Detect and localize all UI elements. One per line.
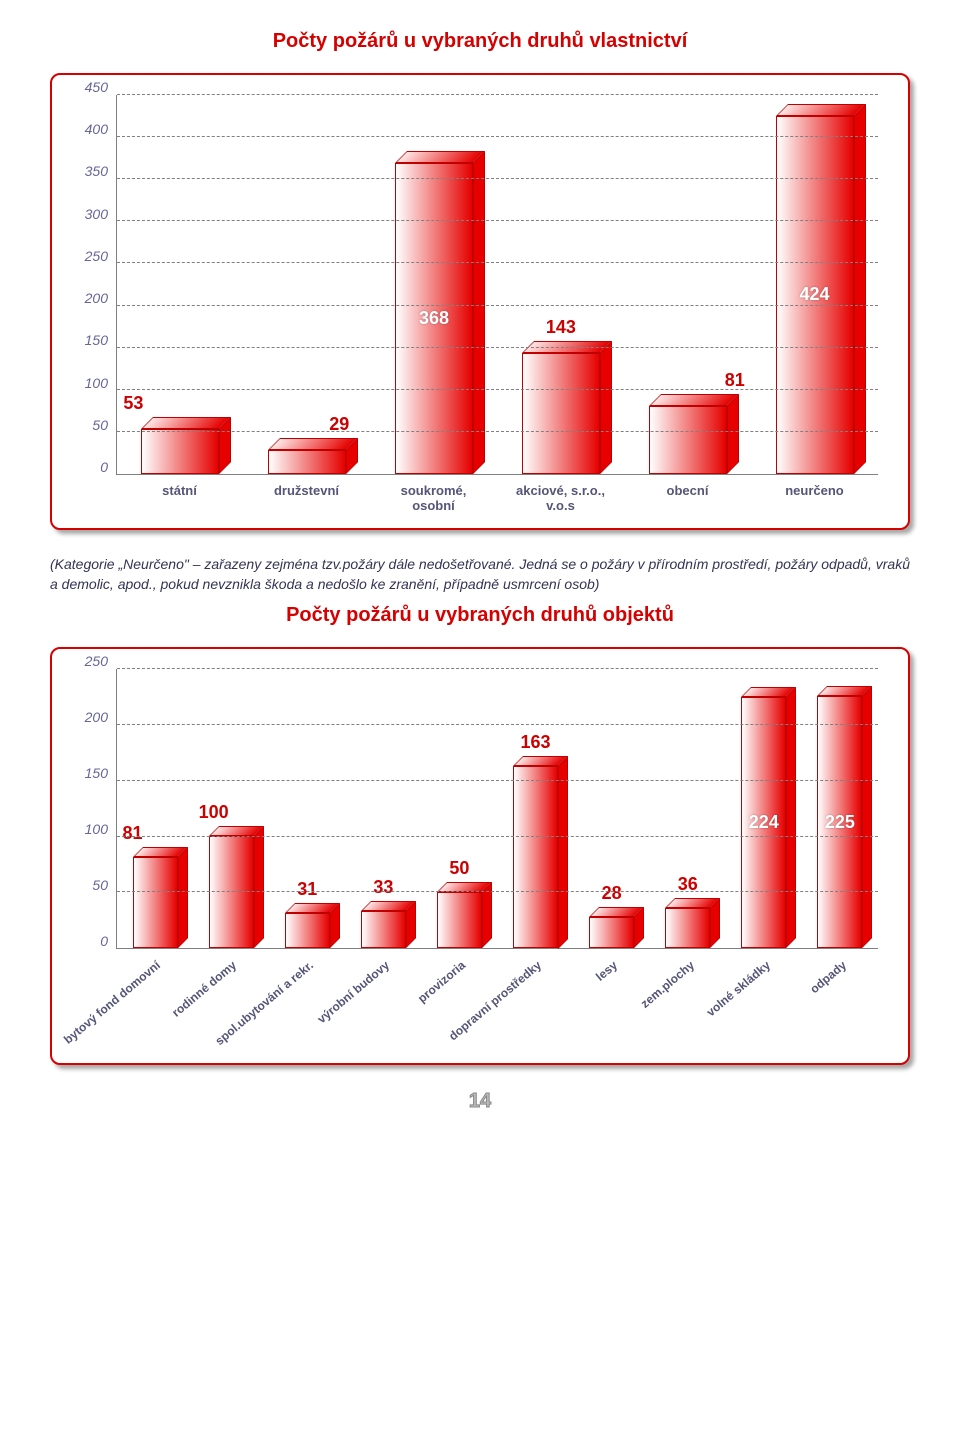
chart1-box: 050100150200250300350400450 532936814381… xyxy=(50,73,910,530)
bar-slot: 368 xyxy=(371,95,498,474)
chart2-y-axis: 050100150200250 xyxy=(82,669,116,949)
chart1-grid: 532936814381424 xyxy=(116,95,878,475)
x-label: státní xyxy=(116,483,243,513)
bar-slot: 31 xyxy=(269,669,345,948)
x-label: volné skládky xyxy=(726,953,802,1048)
bar-slot: 163 xyxy=(497,669,573,948)
page-number: 14 xyxy=(50,1090,910,1113)
page: Počty požárů u vybraných druhů vlastnict… xyxy=(0,0,960,1143)
x-label: akciové, s.r.o., v.o.s xyxy=(497,483,624,513)
bar-slot: 225 xyxy=(802,669,878,948)
chart1-bars: 532936814381424 xyxy=(117,95,878,474)
bar-slot: 81 xyxy=(624,95,751,474)
x-label: odpady xyxy=(802,953,878,1048)
x-label: dopravní prostředky xyxy=(497,953,573,1048)
bar-slot: 224 xyxy=(726,669,802,948)
x-label: obecní xyxy=(624,483,751,513)
bar-slot: 29 xyxy=(244,95,371,474)
chart2-plot: 050100150200250 811003133501632836224225 xyxy=(82,669,878,949)
chart1-y-axis: 050100150200250300350400450 xyxy=(82,95,116,475)
bar-slot: 28 xyxy=(574,669,650,948)
chart2-box: 050100150200250 811003133501632836224225… xyxy=(50,647,910,1065)
x-label: neurčeno xyxy=(751,483,878,513)
chart1-x-labels: státnídružstevnísoukromé, osobníakciové,… xyxy=(116,483,878,513)
bar-slot: 50 xyxy=(421,669,497,948)
chart2-bars: 811003133501632836224225 xyxy=(117,669,878,948)
chart1-title: Počty požárů u vybraných druhů vlastnict… xyxy=(50,30,910,53)
category-note: (Kategorie „Neurčeno" – zařazeny zejména… xyxy=(50,555,910,594)
chart2-grid: 811003133501632836224225 xyxy=(116,669,878,949)
x-label: soukromé, osobní xyxy=(370,483,497,513)
chart2-x-labels: bytový fond domovnírodinné domyspol.ubyt… xyxy=(116,953,878,1048)
chart2-title: Počty požárů u vybraných druhů objektů xyxy=(50,604,910,627)
x-label: družstevní xyxy=(243,483,370,513)
bar-slot: 424 xyxy=(751,95,878,474)
bar-slot: 81 xyxy=(117,669,193,948)
x-label: výrobní budovy xyxy=(345,953,421,1048)
bar-slot: 36 xyxy=(650,669,726,948)
bar-slot: 33 xyxy=(345,669,421,948)
bar-slot: 100 xyxy=(193,669,269,948)
chart1-plot: 050100150200250300350400450 532936814381… xyxy=(82,95,878,475)
bar-slot: 53 xyxy=(117,95,244,474)
bar-slot: 143 xyxy=(497,95,624,474)
